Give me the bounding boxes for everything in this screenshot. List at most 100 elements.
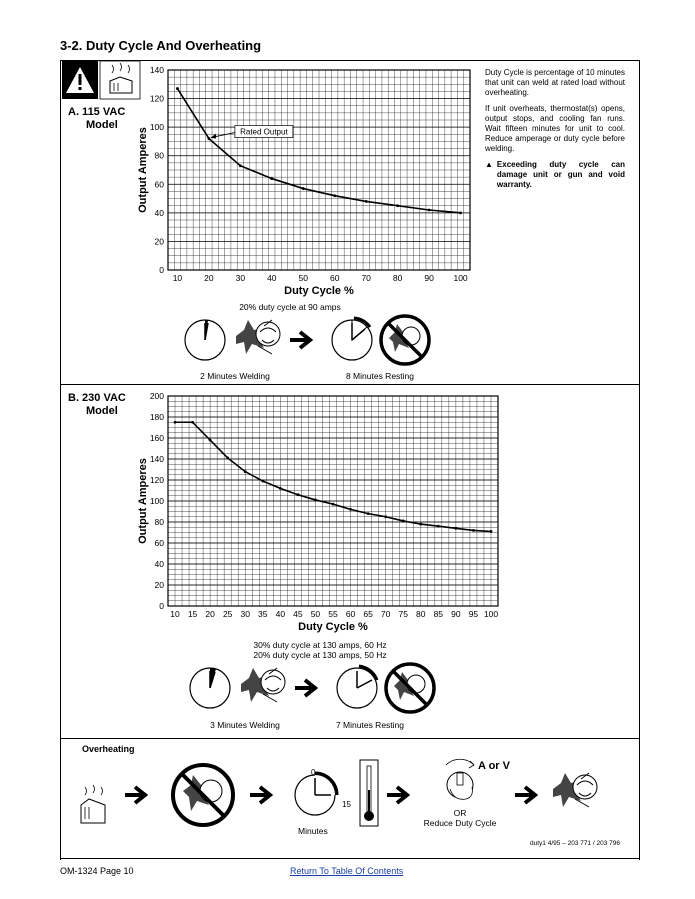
data-point	[226, 456, 230, 460]
x-tick-label: 100	[453, 273, 467, 283]
x-tick-label: 50	[311, 609, 321, 619]
x-tick-label: 75	[398, 609, 408, 619]
x-tick-label: 25	[223, 609, 233, 619]
thermometer-icon	[359, 759, 379, 827]
content-frame	[60, 60, 640, 860]
data-point	[472, 529, 475, 532]
data-point	[349, 508, 352, 511]
x-tick-label: 70	[361, 273, 371, 283]
clock-icon-resting	[331, 316, 373, 361]
warning-icon	[62, 61, 141, 100]
y-tick-label: 160	[150, 433, 164, 443]
arrow-icon	[515, 785, 539, 805]
data-point	[401, 519, 405, 523]
data-point	[314, 498, 317, 502]
annotation-arrowhead	[210, 133, 216, 139]
return-to-toc-link[interactable]: Return To Table Of Contents	[290, 866, 404, 876]
data-point	[176, 87, 179, 90]
clock-icon-welding	[189, 667, 231, 709]
data-point	[427, 208, 431, 212]
data-point	[366, 512, 370, 515]
minutes-label: Minutes	[298, 826, 328, 836]
chart-grid	[167, 69, 471, 271]
section-divider-b-overheat	[60, 738, 640, 739]
x-axis-label: Duty Cycle %	[284, 285, 354, 297]
data-point	[459, 211, 462, 215]
duty-cycle-note: Duty Cycle is percentage of 10 minutes t…	[485, 68, 625, 190]
y-tick-label: 20	[155, 236, 165, 246]
y-tick-label: 100	[150, 496, 164, 506]
data-point	[396, 204, 400, 208]
annotation-box	[234, 125, 294, 138]
reduce-duty-cycle-label: Reduce Duty Cycle	[423, 818, 497, 828]
chart-230vac: 0 20 40 60 80 100 120 140 160 180 200 10 15 20 25 30 35 4…	[137, 391, 499, 633]
data-point	[436, 524, 440, 528]
frame-bottom-line	[60, 858, 640, 859]
y-tick-label: 0	[159, 265, 164, 275]
data-point	[331, 502, 335, 506]
y-tick-label: 60	[155, 179, 165, 189]
x-tick-label: 80	[416, 609, 426, 619]
timer-start-label: 0	[311, 768, 316, 777]
data-point	[333, 194, 337, 198]
section-title: 3-2. Duty Cycle And Overheating	[60, 38, 262, 53]
y-tick-label: 140	[150, 65, 164, 75]
series-line	[175, 421, 492, 533]
x-axis-label: Duty Cycle %	[298, 621, 368, 633]
y-tick-label: 40	[155, 559, 165, 569]
x-tick-label: 10	[170, 609, 180, 619]
x-tick-label: 20	[205, 609, 215, 619]
reference-code: duty1 4/95 – 203 771 / 203 796	[530, 840, 620, 847]
section-a-label: A. 115 VAC Model	[68, 106, 126, 131]
arrow-icon	[387, 785, 411, 805]
arrow-icon	[250, 785, 274, 805]
x-tick-label: 15	[188, 609, 198, 619]
data-point	[296, 493, 300, 497]
x-tick-label: 40	[267, 273, 277, 283]
x-tick-label: 55	[328, 609, 338, 619]
data-point	[238, 164, 242, 168]
y-tick-label: 140	[150, 454, 164, 464]
chart-frame	[167, 395, 499, 607]
x-tick-label: 50	[299, 273, 309, 283]
y-tick-label: 100	[150, 122, 164, 132]
arrow-icon	[295, 678, 319, 698]
x-tick-label: 30	[240, 609, 250, 619]
x-tick-label: 30	[236, 273, 246, 283]
x-tick-label: 95	[469, 609, 479, 619]
page-number: OM-1324 Page 10	[60, 866, 134, 876]
section-b-welding-rest-illustration	[189, 662, 436, 714]
no-welding-icon	[379, 314, 431, 366]
knob-label: A or V	[478, 760, 510, 772]
welder-icon	[553, 772, 598, 808]
x-tick-label: 40	[276, 609, 286, 619]
hot-unit-icon	[80, 784, 106, 824]
x-tick-label: 35	[258, 609, 268, 619]
overheating-illustration	[80, 758, 598, 827]
x-tick-label: 60	[346, 609, 356, 619]
overheating-title: Overheating	[82, 744, 135, 754]
section-b-caption: 30% duty cycle at 130 amps, 60 Hz 20% du…	[253, 640, 387, 660]
warning-text: ▲ Exceeding duty cycle can damage unit o…	[485, 160, 625, 189]
data-point	[278, 487, 282, 490]
x-tick-label: 60	[330, 273, 340, 283]
data-point	[454, 526, 458, 530]
note-paragraph-1: Duty Cycle is percentage of 10 minutes t…	[485, 68, 625, 97]
chart-115vac: 0 20 40 60 80 100 120 140 10 20 30 40 50 60 70 80 90 100 D…	[137, 65, 471, 297]
data-point	[364, 200, 368, 203]
x-tick-label: 10	[173, 273, 183, 283]
y-tick-label: 120	[150, 94, 164, 104]
data-point	[207, 137, 211, 140]
chart-grid	[167, 395, 499, 607]
no-welding-icon	[384, 662, 436, 714]
x-tick-label: 70	[381, 609, 391, 619]
arrow-icon	[125, 785, 149, 805]
arrow-icon	[290, 330, 314, 350]
data-point	[191, 420, 194, 424]
annotation-label: Rated Output	[240, 128, 288, 137]
y-tick-label: 80	[155, 517, 165, 527]
x-tick-label: 65	[363, 609, 373, 619]
y-tick-label: 80	[155, 151, 165, 161]
data-point	[208, 438, 212, 442]
note-paragraph-2: If unit overheats, thermostat(s) opens, …	[485, 104, 625, 153]
